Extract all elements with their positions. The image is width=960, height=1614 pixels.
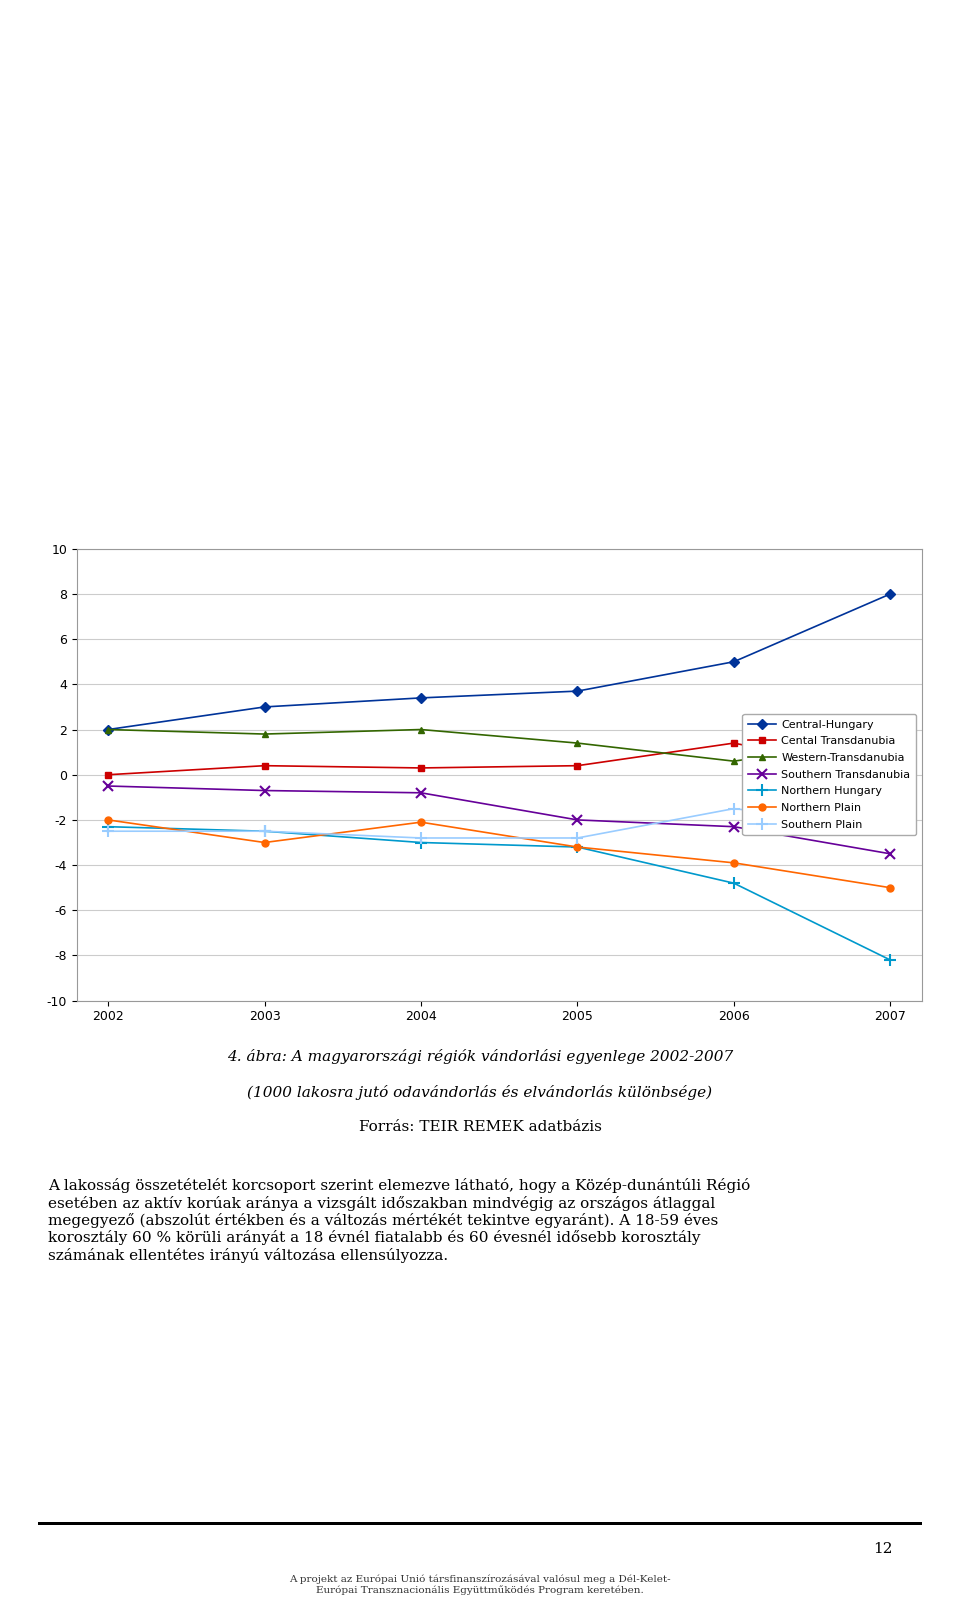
Text: 4. ábra: A magyarországi régiók vándorlási egyenlege 2002-2007: 4. ábra: A magyarországi régiók vándorlá… xyxy=(227,1049,733,1064)
Western-Transdanubia xyxy=(728,752,739,771)
Northern Hungary xyxy=(259,822,271,841)
Western-Transdanubia xyxy=(259,725,271,744)
Central-Hungary xyxy=(884,584,896,604)
Southern Transdanubia xyxy=(571,810,583,830)
Text: Forrás: TEIR REMEK adatbázis: Forrás: TEIR REMEK adatbázis xyxy=(359,1120,601,1135)
Western-Transdanubia xyxy=(416,720,427,739)
Line: Western-Transdanubia: Western-Transdanubia xyxy=(105,726,894,765)
Northern Plain xyxy=(571,838,583,857)
Northern Hungary xyxy=(884,951,896,970)
Cental Transdanubia xyxy=(571,755,583,775)
Northern Plain xyxy=(259,833,271,852)
Cental Transdanubia xyxy=(884,765,896,784)
Northern Plain xyxy=(884,878,896,897)
Southern Transdanubia xyxy=(884,844,896,863)
Cental Transdanubia xyxy=(259,755,271,775)
Southern Plain xyxy=(884,817,896,836)
Southern Transdanubia xyxy=(103,776,114,796)
Line: Northern Plain: Northern Plain xyxy=(105,817,894,891)
Central-Hungary xyxy=(571,681,583,700)
Central-Hungary xyxy=(259,697,271,717)
Central-Hungary xyxy=(103,720,114,739)
Western-Transdanubia xyxy=(103,720,114,739)
Northern Plain xyxy=(728,854,739,873)
Line: Southern Plain: Southern Plain xyxy=(103,804,896,844)
Western-Transdanubia xyxy=(571,733,583,752)
Southern Transdanubia xyxy=(728,817,739,836)
Line: Northern Hungary: Northern Hungary xyxy=(103,822,896,965)
Northern Hungary xyxy=(571,838,583,857)
Southern Transdanubia xyxy=(416,783,427,802)
Northern Hungary xyxy=(416,833,427,852)
Line: Southern Transdanubia: Southern Transdanubia xyxy=(104,781,895,859)
Text: A projekt az Európai Unió társfinanszírozásával valósul meg a Dél-Kelet-
Európai: A projekt az Európai Unió társfinanszíro… xyxy=(289,1575,671,1595)
Text: 12: 12 xyxy=(874,1543,893,1556)
Southern Plain xyxy=(416,828,427,847)
Southern Plain xyxy=(103,822,114,841)
Cental Transdanubia xyxy=(728,733,739,752)
Southern Plain xyxy=(571,828,583,847)
Line: Cental Transdanubia: Cental Transdanubia xyxy=(105,739,894,778)
Text: (1000 lakosra jutó odavándorlás és elvándorlás különbsége): (1000 lakosra jutó odavándorlás és elván… xyxy=(248,1085,712,1099)
Text: A lakosság összetételét korcsoport szerint elemezve látható, hogy a Közép-dunánt: A lakosság összetételét korcsoport szeri… xyxy=(48,1178,751,1262)
Western-Transdanubia xyxy=(884,730,896,749)
Northern Hungary xyxy=(103,817,114,836)
Northern Plain xyxy=(103,810,114,830)
Legend: Central-Hungary, Cental Transdanubia, Western-Transdanubia, Southern Transdanubi: Central-Hungary, Cental Transdanubia, We… xyxy=(742,713,916,836)
Central-Hungary xyxy=(416,688,427,707)
Southern Transdanubia xyxy=(259,781,271,801)
Line: Central-Hungary: Central-Hungary xyxy=(105,591,894,733)
Cental Transdanubia xyxy=(416,759,427,778)
Central-Hungary xyxy=(728,652,739,671)
Northern Plain xyxy=(416,812,427,831)
Southern Plain xyxy=(259,822,271,841)
Cental Transdanubia xyxy=(103,765,114,784)
Northern Hungary xyxy=(728,873,739,893)
Southern Plain xyxy=(728,799,739,818)
